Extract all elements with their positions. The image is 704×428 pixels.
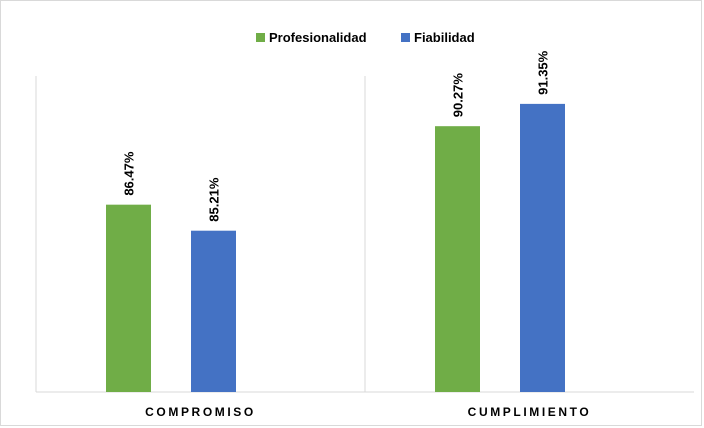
category-label-compromiso: COMPROMISO	[145, 405, 256, 419]
data-label-profesionalidad-cumplimiento: 90.27%	[451, 73, 466, 118]
legend-swatch-fiabilidad	[401, 33, 410, 42]
category-label-cumplimiento: CUMPLIMIENTO	[468, 405, 592, 419]
bar-profesionalidad-cumplimiento	[435, 126, 480, 392]
data-label-profesionalidad-compromiso: 86.47%	[122, 151, 137, 196]
legend-swatch-profesionalidad	[256, 33, 265, 42]
legend-label-profesionalidad: Profesionalidad	[269, 30, 367, 45]
bar-fiabilidad-cumplimiento	[520, 103, 565, 392]
bar-profesionalidad-compromiso	[106, 204, 151, 392]
legend-label-fiabilidad: Fiabilidad	[414, 30, 475, 45]
bar-fiabilidad-compromiso	[191, 230, 236, 392]
data-label-fiabilidad-cumplimiento: 91.35%	[536, 50, 551, 95]
plot-area: 86.47% 85.21% COMPROMISO 90.27% 91.35% CUMPLI…	[35, 50, 694, 419]
data-label-fiabilidad-compromiso: 85.21%	[207, 177, 222, 222]
chart-legend: Profesionalidad Fiabilidad	[256, 30, 475, 45]
